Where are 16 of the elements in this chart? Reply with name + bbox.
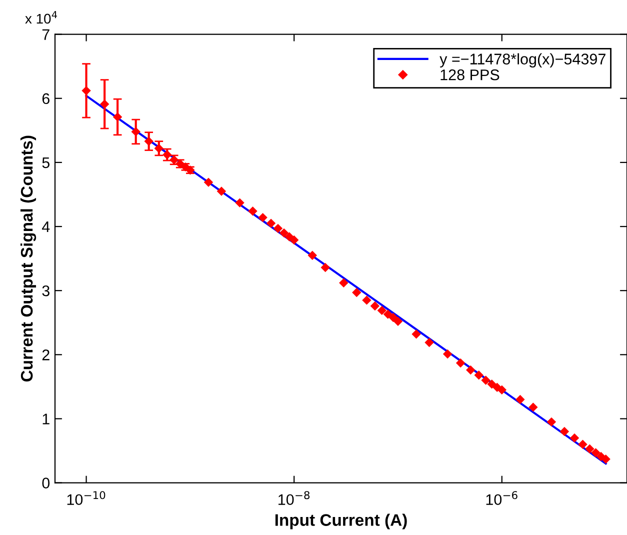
y-tick-label: 2 [42, 350, 50, 360]
y-tick-label: 3 [42, 285, 50, 296]
text: x 10$^{4}$ [25, 11, 58, 24]
legend-label: y =−11478*log(x)−54397 [440, 53, 606, 68]
x-tick-label: 10$^{−8}$ [278, 491, 310, 506]
y-tick-label: 4 [42, 222, 50, 232]
x-tick-label: 10$^{−10}$ [67, 491, 106, 506]
x-tick-label: 10$^{−6}$ [486, 491, 518, 506]
y-tick-label: 0 [42, 478, 50, 488]
y-tick-label: 6 [42, 93, 50, 104]
x-axis-title: Input Current (A) [275, 514, 407, 530]
legend-label: 128 PPS [440, 69, 500, 80]
y-axis-title: Current Output Signal (Counts) [20, 136, 36, 382]
y-tick-label: 5 [42, 157, 50, 168]
y-tick-label: 1 [42, 414, 50, 424]
y-tick-label: 7 [42, 29, 50, 40]
